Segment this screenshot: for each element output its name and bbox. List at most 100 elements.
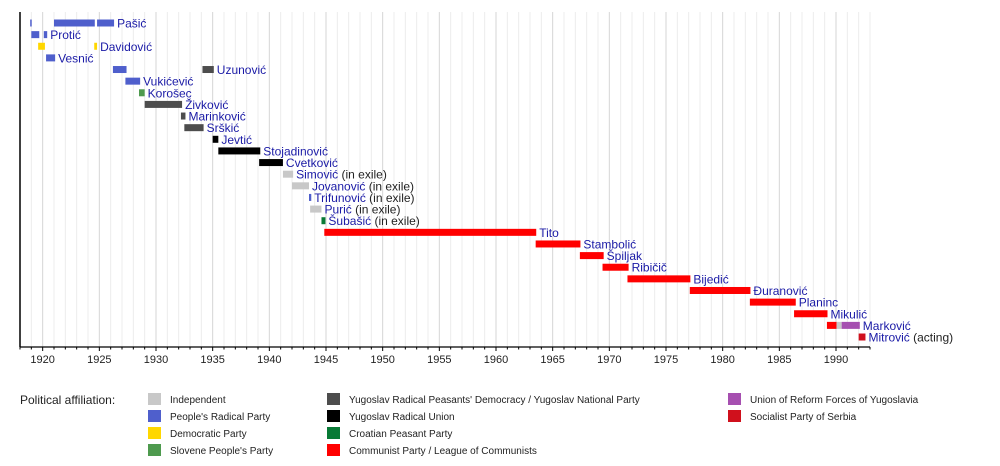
row-label: Uzunović	[217, 63, 266, 77]
premier-name[interactable]: Pašić	[117, 17, 146, 31]
premier-name[interactable]: Jevtić	[221, 133, 252, 147]
row-label: Vukićević	[143, 75, 193, 89]
x-axis: 1920 1925 1930 1935 1940 1945 1950 1955 1960 1965…	[19, 12, 871, 366]
legend-label: People's Radical Party	[170, 412, 270, 423]
x-tick-label: 1980	[710, 354, 734, 366]
premier-name[interactable]: Uzunović	[217, 63, 266, 77]
row-label: Mitrović (acting)	[868, 331, 953, 345]
premier-name[interactable]: Tito	[539, 226, 559, 240]
row-label: Ribičič	[632, 261, 667, 275]
term-bar	[38, 42, 45, 50]
premier-name[interactable]: Šubašić	[328, 213, 371, 228]
row-label: Purić (in exile)	[324, 203, 400, 217]
row-label: Pašić	[117, 17, 146, 31]
legend-label: Democratic Party	[170, 429, 247, 440]
term-bar	[43, 31, 48, 39]
term-bar	[535, 240, 581, 248]
row-label: Stambolić	[583, 237, 636, 251]
premier-name[interactable]: Đuranović	[753, 284, 807, 298]
premier-name[interactable]: Marinković	[188, 110, 245, 124]
term-bar	[292, 182, 309, 190]
legend-swatch	[327, 410, 340, 422]
premier-name[interactable]: Ribičič	[632, 261, 667, 275]
row-label: Simović (in exile)	[296, 168, 387, 182]
term-bar	[30, 19, 32, 27]
premier-name[interactable]: Purić	[324, 203, 351, 217]
premier-name[interactable]: Davidović	[100, 40, 152, 54]
premier-name[interactable]: Vukićević	[143, 75, 193, 89]
term-bar	[180, 112, 186, 120]
legend-swatch	[148, 427, 161, 439]
premier-name[interactable]: Protić	[50, 28, 81, 42]
term-bar	[309, 193, 312, 201]
legend-label: Independent	[170, 395, 226, 406]
legend-swatch	[327, 393, 340, 405]
x-tick-label: 1925	[87, 354, 111, 366]
x-tick-label: 1965	[540, 354, 564, 366]
row-label: Živković	[185, 97, 228, 112]
premier-name[interactable]: Mitrović	[868, 331, 909, 345]
term-bar	[94, 42, 98, 50]
legend-label: Yugoslav Radical Peasants' Democracy / Y…	[349, 395, 640, 406]
term-bar	[749, 298, 796, 306]
term-bar	[579, 252, 604, 260]
row-label: Marković	[863, 319, 911, 333]
term-bar	[97, 19, 115, 27]
premier-note: (in exile)	[371, 214, 420, 228]
premier-note: (in exile)	[338, 168, 387, 182]
legend-swatch	[327, 444, 340, 456]
legend-swatch	[148, 444, 161, 456]
legend-label: Socialist Party of Serbia	[750, 412, 857, 423]
term-bar	[627, 275, 691, 283]
premier-name[interactable]: Špiljak	[607, 248, 643, 263]
row-label: Mikulić	[831, 307, 868, 321]
term-bar	[31, 31, 40, 39]
row-label: Vesnić	[58, 51, 93, 65]
row-label: Korošec	[148, 86, 192, 100]
row-label: Cvetković	[286, 156, 338, 170]
x-tick-label: 1945	[314, 354, 338, 366]
term-bar	[282, 170, 294, 178]
term-bar	[324, 228, 537, 236]
premier-name[interactable]: Simović	[296, 168, 338, 182]
premier-name[interactable]: Marković	[863, 319, 911, 333]
legend-label: Yugoslav Radical Union	[349, 412, 455, 423]
term-bar	[139, 89, 145, 97]
premier-name[interactable]: Cvetković	[286, 156, 338, 170]
legend-label: Slovene People's Party	[170, 446, 273, 457]
term-bar	[841, 321, 860, 329]
row-label: Davidović	[100, 40, 152, 54]
term-bar	[794, 310, 828, 318]
premier-name[interactable]: Srškić	[207, 121, 240, 135]
term-bar	[218, 147, 261, 155]
legend-label: Croatian Peasant Party	[349, 429, 452, 440]
row-labels: Pašić Protić Davidović Vesnić Uzunović Vukiće…	[50, 17, 953, 345]
term-bar	[321, 217, 326, 225]
premier-name[interactable]: Planinc	[799, 296, 838, 310]
premier-note: (acting)	[910, 331, 953, 345]
x-tick-label: 1985	[767, 354, 791, 366]
legend-swatch	[327, 427, 340, 439]
row-label: Špiljak	[607, 248, 643, 263]
row-label: Marinković	[188, 110, 245, 124]
row-label: Stojadinović	[263, 144, 328, 158]
premier-name[interactable]: Živković	[185, 97, 228, 112]
term-bar	[184, 124, 204, 132]
term-bar	[125, 77, 141, 85]
premier-name[interactable]: Korošec	[148, 86, 192, 100]
row-label: Šubašić (in exile)	[328, 213, 419, 228]
premier-name[interactable]: Stojadinović	[263, 144, 328, 158]
premier-name[interactable]: Bijedić	[693, 272, 728, 286]
term-bar	[144, 100, 183, 108]
row-label: Jevtić	[221, 133, 252, 147]
term-bar	[112, 66, 127, 74]
premier-name[interactable]: Trifunović	[314, 191, 366, 205]
term-bar	[310, 205, 322, 213]
premier-name[interactable]: Jovanović	[312, 179, 365, 193]
legend-label: Union of Reform Forces of Yugoslavia	[750, 395, 919, 406]
premier-name[interactable]: Mikulić	[831, 307, 868, 321]
term-bar	[836, 321, 842, 329]
premier-name[interactable]: Stambolić	[583, 237, 636, 251]
premier-name[interactable]: Vesnić	[58, 51, 93, 65]
